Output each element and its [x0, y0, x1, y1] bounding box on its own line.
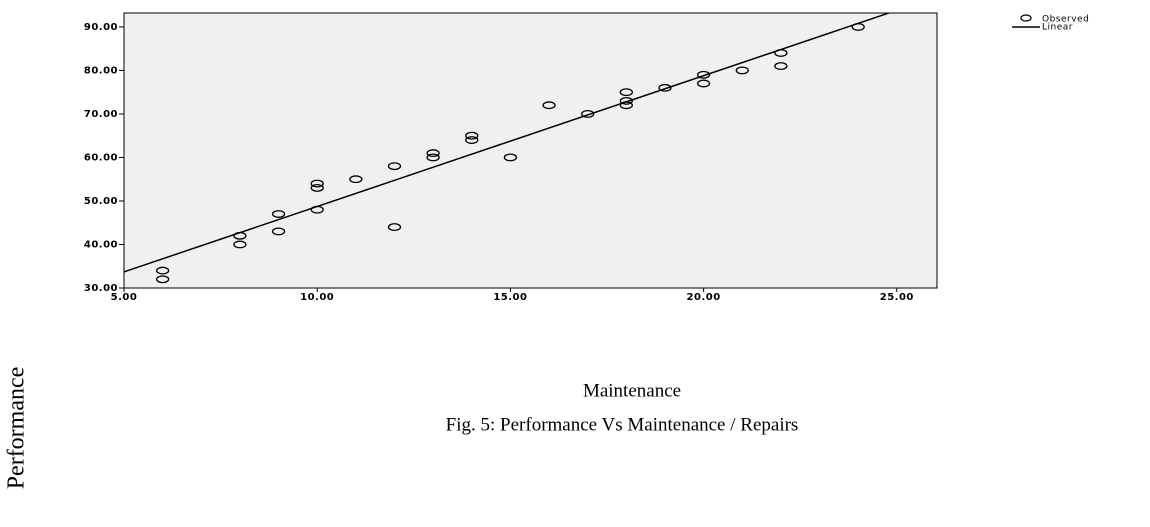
point — [619, 101, 633, 110]
x-axis-label: Maintenance — [583, 380, 681, 401]
point — [503, 153, 518, 162]
point — [851, 22, 865, 31]
fit-line — [124, 13, 892, 273]
x-tick-label: 25.00 — [880, 292, 914, 303]
point — [310, 205, 324, 214]
caption: Fig. 5: Performance Vs Maintenance / Rep… — [446, 414, 799, 435]
point — [696, 70, 711, 79]
point — [465, 131, 479, 140]
x-tick-label: 10.00 — [300, 292, 334, 303]
point — [233, 231, 247, 240]
point — [271, 227, 286, 236]
point — [426, 153, 440, 162]
point — [271, 210, 286, 218]
x-tick-label: 15.00 — [493, 292, 527, 303]
point — [774, 49, 788, 57]
point — [310, 179, 324, 188]
y-tick-label: 90.00 — [84, 22, 118, 33]
y-axis-label: Performance — [4, 367, 30, 490]
y-tick-label: 40.00 — [84, 239, 118, 250]
point — [619, 88, 633, 97]
plot-area — [123, 12, 938, 289]
point — [155, 275, 170, 284]
y-tick-label: 50.00 — [84, 196, 118, 207]
point — [542, 101, 556, 110]
y-tick-label: 60.00 — [84, 152, 118, 163]
point — [387, 223, 402, 232]
point — [774, 62, 788, 71]
fit-group — [124, 13, 892, 273]
point — [619, 96, 633, 105]
point — [581, 109, 595, 118]
point — [465, 136, 479, 145]
legend-label: Observed — [1042, 15, 1089, 25]
x-tick-label: 5.00 — [111, 292, 138, 303]
point — [310, 183, 324, 192]
point — [387, 162, 402, 171]
y-tick-label: 80.00 — [84, 65, 118, 76]
point — [658, 83, 672, 92]
y-tick-label: 70.00 — [84, 109, 118, 120]
point — [696, 79, 711, 88]
legend-label: Linear — [1042, 23, 1073, 33]
point — [155, 266, 170, 275]
x-tick-label: 20.00 — [687, 292, 721, 303]
point — [426, 149, 440, 158]
point — [233, 240, 247, 249]
point — [735, 66, 749, 75]
point — [349, 175, 363, 184]
legend-marker — [1020, 14, 1032, 22]
y-tick-label: 30.00 — [84, 283, 118, 294]
